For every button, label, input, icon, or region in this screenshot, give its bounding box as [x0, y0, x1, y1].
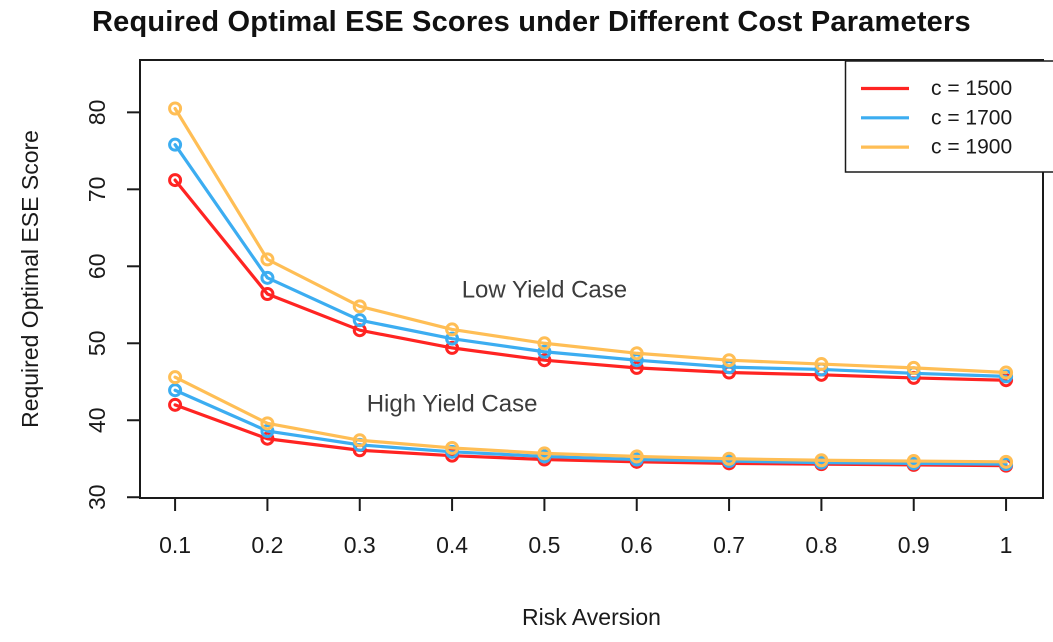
- data-point-marker: [260, 424, 275, 439]
- chart-title: Required Optimal ESE Scores under Differ…: [92, 6, 971, 38]
- x-axis-tick-label: 0.9: [898, 532, 930, 558]
- data-point-marker: [814, 357, 829, 372]
- data-point-marker: [629, 360, 644, 375]
- data-point-marker: [260, 270, 275, 285]
- data-point-marker: [906, 454, 921, 469]
- data-point-marker: [445, 340, 460, 355]
- y-axis-tick-label: 80: [84, 100, 110, 126]
- data-point-marker: [629, 449, 644, 464]
- x-axis-title: Risk Aversion: [522, 604, 661, 630]
- series-line: [173, 106, 1008, 375]
- y-axis-tick-label: 40: [84, 407, 110, 433]
- data-point-marker: [168, 397, 183, 412]
- x-axis-tick-label: 1: [1000, 532, 1013, 558]
- y-axis-tick-label: 30: [84, 484, 110, 510]
- data-point-marker: [537, 353, 552, 368]
- data-point-marker: [352, 313, 367, 328]
- data-point-marker: [260, 431, 275, 446]
- data-point-marker: [168, 101, 183, 116]
- data-point-marker: [999, 365, 1014, 380]
- data-point-marker: [445, 440, 460, 455]
- series-line: [173, 375, 1008, 464]
- x-axis-tick-label: 0.3: [344, 532, 376, 558]
- data-point-marker: [906, 360, 921, 375]
- data-point-marker: [260, 287, 275, 302]
- data-point-marker: [629, 346, 644, 361]
- series-line: [173, 388, 1008, 466]
- x-axis-tick-label: 0.5: [528, 532, 560, 558]
- data-point-marker: [537, 344, 552, 359]
- data-point-marker: [722, 353, 737, 368]
- data-point-marker: [537, 446, 552, 461]
- series-line: [173, 178, 1008, 382]
- data-point-marker: [168, 370, 183, 385]
- x-axis-tick-label: 0.2: [251, 532, 283, 558]
- x-axis-tick-label: 0.6: [621, 532, 653, 558]
- data-point-marker: [168, 137, 183, 152]
- data-point-marker: [260, 416, 275, 431]
- data-point-marker: [999, 454, 1014, 469]
- legend-label: c = 1700: [931, 106, 1012, 129]
- data-point-marker: [722, 451, 737, 466]
- data-point-marker: [260, 252, 275, 267]
- plot-frame: [139, 59, 1044, 499]
- y-axis-tick-label: 50: [84, 330, 110, 356]
- data-point-marker: [352, 299, 367, 314]
- y-axis-tick-label: 60: [84, 254, 110, 280]
- y-axis-tick-label: 70: [84, 177, 110, 203]
- data-point-marker: [537, 336, 552, 351]
- x-axis-tick-label: 0.7: [713, 532, 745, 558]
- x-axis-tick-label: 0.8: [805, 532, 837, 558]
- data-point-marker: [445, 331, 460, 346]
- y-axis-title: Required Optimal ESE Score: [17, 130, 43, 428]
- legend-label: c = 1900: [931, 136, 1012, 159]
- annotation-label: Low Yield Case: [462, 277, 627, 304]
- data-point-marker: [814, 453, 829, 468]
- data-point-marker: [352, 433, 367, 448]
- data-point-marker: [445, 322, 460, 337]
- x-axis-tick-label: 0.4: [436, 532, 468, 558]
- series-line: [173, 143, 1008, 378]
- x-axis-tick-label: 0.1: [159, 532, 191, 558]
- legend-label: c = 1500: [931, 77, 1012, 100]
- data-point-marker: [168, 173, 183, 188]
- annotation-label: High Yield Case: [367, 391, 538, 418]
- data-point-marker: [168, 383, 183, 398]
